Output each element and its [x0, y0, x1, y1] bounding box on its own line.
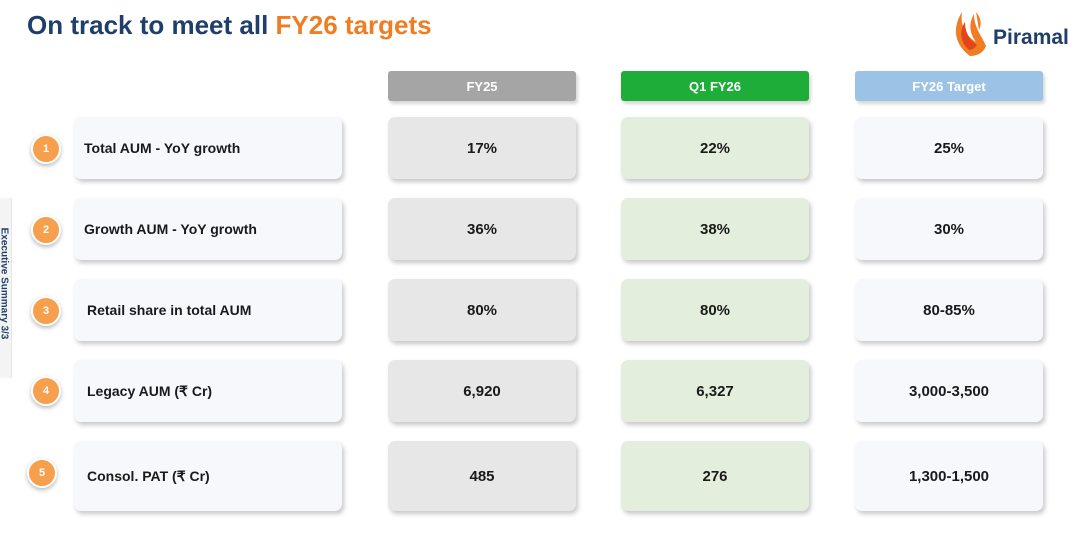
title-highlight: FY26 targets [275, 10, 432, 40]
metric-label: Growth AUM - YoY growth [74, 198, 342, 260]
cell-fy26-target: 3,000-3,500 [855, 360, 1043, 422]
brand-logo: Piramal [948, 4, 1074, 60]
cell-fy25: 36% [388, 198, 576, 260]
row-number-badge: 2 [31, 215, 61, 245]
row-number-badge: 5 [27, 458, 57, 488]
cell-fy25: 17% [388, 117, 576, 179]
cell-fy26-target: 25% [855, 117, 1043, 179]
side-tab [0, 198, 12, 378]
cell-fy26-target: 80-85% [855, 279, 1043, 341]
page-title: On track to meet all FY26 targets [27, 10, 432, 41]
cell-fy26-target: 1,300-1,500 [855, 441, 1043, 511]
row-number-badge: 4 [31, 376, 61, 406]
brand-name: Piramal [993, 26, 1069, 49]
cell-fy25: 485 [388, 441, 576, 511]
column-header-q1-fy26: Q1 FY26 [621, 71, 809, 101]
row-number-badge: 1 [31, 134, 61, 164]
piramal-flame-icon [955, 12, 986, 56]
column-header-fy26-target: FY26 Target [855, 71, 1043, 101]
cell-q1-fy26: 38% [621, 198, 809, 260]
cell-q1-fy26: 22% [621, 117, 809, 179]
cell-fy26-target: 30% [855, 198, 1043, 260]
cell-q1-fy26: 276 [621, 441, 809, 511]
metric-label: Legacy AUM (₹ Cr) [74, 360, 342, 422]
metric-label: Total AUM - YoY growth [74, 117, 342, 179]
cell-q1-fy26: 6,327 [621, 360, 809, 422]
cell-fy25: 80% [388, 279, 576, 341]
cell-fy25: 6,920 [388, 360, 576, 422]
metric-label: Consol. PAT (₹ Cr) [74, 441, 342, 511]
metric-label: Retail share in total AUM [74, 279, 342, 341]
title-prefix: On track to meet all [27, 10, 276, 40]
cell-q1-fy26: 80% [621, 279, 809, 341]
column-header-fy25: FY25 [388, 71, 576, 101]
row-number-badge: 3 [31, 296, 61, 326]
side-section-label: Executive Summary 3/3 [0, 227, 10, 340]
